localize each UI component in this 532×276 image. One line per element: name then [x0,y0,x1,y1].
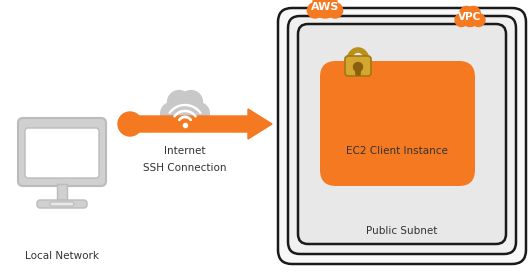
FancyBboxPatch shape [345,56,371,76]
Circle shape [180,91,202,113]
Circle shape [461,8,479,26]
FancyBboxPatch shape [320,61,475,186]
Circle shape [467,6,480,20]
Circle shape [307,3,322,18]
Text: AWS: AWS [311,2,339,12]
FancyBboxPatch shape [18,118,106,186]
Circle shape [353,62,362,71]
FancyBboxPatch shape [298,24,506,244]
Circle shape [314,0,336,18]
Circle shape [455,14,468,26]
FancyBboxPatch shape [288,16,516,254]
Bar [57,184,67,200]
FancyBboxPatch shape [37,200,87,208]
Circle shape [313,0,329,10]
Polygon shape [355,67,361,75]
Text: VPC: VPC [459,12,481,22]
FancyBboxPatch shape [25,128,99,178]
Text: Public Subnet: Public Subnet [367,226,438,236]
Text: Local Network: Local Network [25,251,99,261]
Text: SSH Connection: SSH Connection [143,163,227,173]
Circle shape [188,103,209,124]
FancyArrow shape [130,109,272,139]
Text: Internet: Internet [164,146,206,156]
Circle shape [161,103,182,124]
FancyBboxPatch shape [50,202,74,206]
Circle shape [118,112,142,136]
Text: EC2 Client Instance: EC2 Client Instance [346,146,448,156]
Circle shape [169,92,201,124]
Circle shape [321,0,337,10]
Circle shape [327,3,343,18]
Circle shape [168,91,190,113]
Circle shape [472,14,485,26]
FancyBboxPatch shape [278,8,526,264]
Circle shape [460,6,473,20]
